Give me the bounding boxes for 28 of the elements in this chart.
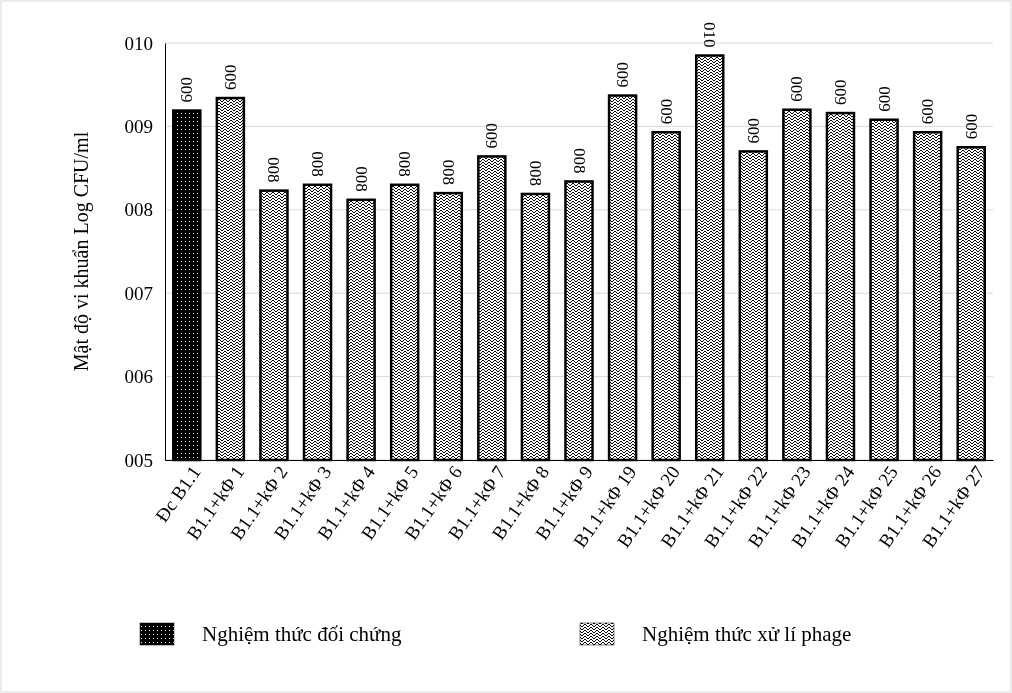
legend-label: Nghiệm thức đối chứng <box>202 622 402 646</box>
data-label: 009 <box>918 98 938 125</box>
data-label: 009 <box>613 62 633 88</box>
data-label: 008 <box>264 157 284 183</box>
y-tick-label: 008 <box>124 199 153 221</box>
data-label: 009 <box>220 64 240 91</box>
legend-label: Nghiệm thức xử lí phage <box>642 622 852 646</box>
y-tick-label: 005 <box>124 449 153 471</box>
data-label: 009 <box>177 77 197 103</box>
data-label: 008 <box>395 151 415 177</box>
y-tick-label: 006 <box>124 366 153 388</box>
data-label: 009 <box>787 76 807 102</box>
y-axis-title: Mật độ vi khuẩn Log CFU/ml <box>70 131 93 372</box>
data-label: 008 <box>438 159 458 186</box>
y-tick-label: 009 <box>124 115 153 137</box>
data-label: 009 <box>656 98 676 125</box>
data-label: 009 <box>743 117 763 144</box>
data-label: 008 <box>351 166 371 192</box>
data-label: 010 <box>700 22 720 48</box>
data-label: 008 <box>569 147 589 174</box>
data-label: 008 <box>525 160 545 186</box>
data-label: 009 <box>874 86 894 112</box>
y-tick-label: 007 <box>124 282 153 304</box>
data-label: 008 <box>308 151 328 177</box>
y-tick-label: 010 <box>124 32 153 54</box>
data-label: 009 <box>830 79 850 106</box>
data-label: 009 <box>482 122 502 149</box>
data-label: 009 <box>961 113 981 140</box>
